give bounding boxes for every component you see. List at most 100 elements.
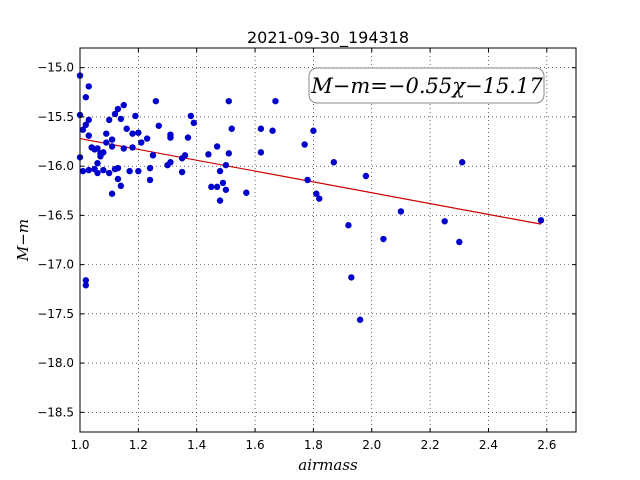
data-point (310, 127, 317, 134)
data-point (356, 316, 364, 323)
data-point (219, 179, 227, 187)
data-point (108, 190, 116, 197)
x-tick-label: 1.4 (187, 438, 206, 452)
data-point (143, 135, 151, 142)
data-point (184, 134, 192, 141)
data-point (82, 121, 90, 128)
data-points (76, 72, 545, 323)
data-point (187, 112, 195, 120)
data-point (100, 149, 107, 156)
data-point (94, 160, 101, 167)
x-axis-label: airmass (298, 456, 358, 474)
data-point (316, 195, 323, 202)
data-point (190, 119, 197, 127)
data-point (79, 167, 87, 175)
y-tick-label: −17.0 (37, 258, 74, 272)
data-point (100, 166, 107, 174)
data-point (167, 131, 174, 138)
grid-lines (79, 48, 576, 432)
data-point (397, 208, 405, 215)
data-point (304, 176, 311, 184)
data-point (213, 183, 221, 191)
y-tick-label: −18.5 (37, 405, 74, 419)
y-axis-label: M−m (14, 219, 32, 262)
data-point (149, 152, 157, 159)
data-point (108, 143, 116, 150)
x-tick-label: 2.0 (362, 438, 381, 452)
data-point (94, 169, 101, 177)
data-point (85, 166, 92, 174)
data-point (123, 125, 130, 132)
data-point (205, 151, 212, 158)
data-point (313, 190, 320, 197)
x-tick-label: 1.2 (129, 438, 148, 452)
data-point (301, 141, 308, 148)
y-tick-label: −16.0 (37, 159, 74, 173)
data-point (441, 218, 448, 225)
axis-ticks: 1.0 1.2 1.4 1.6 1.8 2.0 2.2 2.4 2.6 −15.0 −15.5 −16… (37, 48, 576, 452)
fit-equation-annotation: M−m=−0.55χ−15.17 (310, 74, 543, 98)
x-tick-label: 1.6 (246, 438, 265, 452)
y-tick-label: −15.5 (37, 110, 74, 124)
data-point (82, 282, 90, 289)
data-point (132, 112, 139, 120)
data-point (117, 182, 125, 190)
data-point (225, 97, 232, 105)
data-point (225, 150, 232, 157)
data-point (79, 126, 87, 133)
data-point (330, 159, 338, 166)
annotation-box (308, 67, 545, 104)
data-point (178, 168, 186, 176)
data-point (117, 115, 125, 123)
x-tick-label: 2.6 (537, 438, 556, 452)
data-point (269, 127, 276, 134)
data-point (105, 169, 113, 177)
data-point (126, 167, 133, 175)
data-point (103, 139, 110, 146)
data-point (213, 143, 221, 150)
data-point (459, 159, 466, 166)
data-point (146, 176, 154, 184)
data-point (94, 145, 101, 152)
plot-area (80, 48, 576, 432)
data-point (138, 139, 145, 146)
data-point (85, 83, 92, 90)
data-point (114, 175, 122, 183)
data-point (181, 152, 189, 159)
data-point (345, 222, 352, 229)
data-point (82, 94, 90, 101)
data-point (167, 159, 174, 166)
data-point (228, 125, 235, 132)
data-point (362, 172, 370, 180)
data-point (155, 122, 162, 129)
data-point (114, 164, 122, 172)
chart-title: 2021-09-30_194318 (247, 28, 409, 48)
x-tick-label: 1.0 (70, 438, 89, 452)
y-tick-label: −18.0 (37, 356, 74, 370)
y-tick-label: −15.0 (37, 61, 74, 75)
data-point (257, 149, 265, 156)
data-point (146, 164, 154, 172)
data-point (129, 130, 136, 137)
data-point (216, 197, 224, 204)
data-point (380, 235, 387, 243)
fit-line-group (79, 137, 542, 225)
data-point (272, 97, 279, 105)
x-tick-label: 2.4 (479, 438, 498, 452)
data-point (111, 110, 119, 118)
data-point (456, 238, 463, 246)
x-tick-label: 1.8 (304, 438, 323, 452)
x-tick-label: 2.2 (421, 438, 440, 452)
data-point (105, 116, 113, 124)
data-point (243, 189, 250, 196)
data-point (85, 132, 92, 139)
data-point (82, 277, 90, 284)
data-point (537, 217, 545, 224)
data-point (103, 130, 110, 137)
data-point (152, 97, 160, 105)
data-point (135, 129, 142, 136)
data-point (85, 116, 92, 124)
fit-line (79, 137, 542, 225)
data-point (216, 167, 224, 175)
